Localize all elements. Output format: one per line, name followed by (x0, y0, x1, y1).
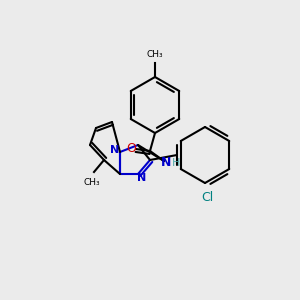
Text: N: N (161, 157, 171, 169)
Text: H: H (172, 158, 180, 168)
Text: CH₃: CH₃ (84, 178, 100, 187)
Text: N: N (110, 145, 120, 155)
Text: O: O (126, 142, 136, 155)
Text: CH₃: CH₃ (147, 50, 163, 59)
Text: N: N (137, 173, 147, 183)
Text: Cl: Cl (201, 191, 213, 204)
